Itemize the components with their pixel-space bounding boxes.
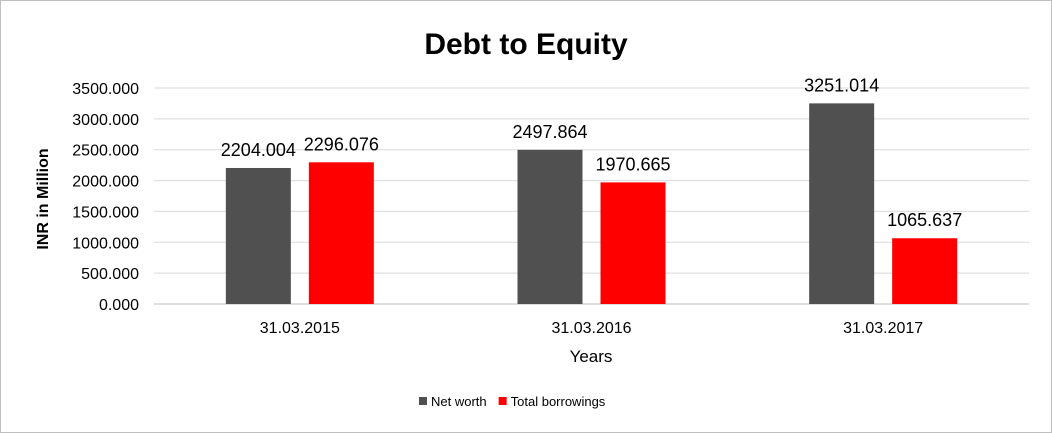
y-axis-ticks: 0.000 500.000 1000.000 1500.000 2000.000 2500… xyxy=(72,81,139,314)
gridlines xyxy=(154,87,1029,305)
y-tick-label: 2000.000 xyxy=(72,174,139,191)
data-label: 1970.665 xyxy=(595,154,670,174)
bar-total-borrowings xyxy=(892,238,958,304)
data-labels: 2204.004 2296.076 2497.864 1970.665 3251.014… xyxy=(221,75,962,230)
x-axis-categories: 31.03.2015 31.03.2016 31.03.2017 xyxy=(260,320,924,337)
bars xyxy=(225,103,958,304)
y-tick-label: 3000.000 xyxy=(72,112,139,129)
bar-net-worth xyxy=(225,167,291,304)
legend-entry: Net worth xyxy=(431,394,487,409)
data-label: 2497.864 xyxy=(512,122,587,142)
legend-swatch xyxy=(498,397,507,405)
legend-entry: Total borrowings xyxy=(511,394,606,409)
bar-total-borrowings xyxy=(600,182,666,304)
y-tick-label: 0.000 xyxy=(99,297,139,314)
data-label: 2204.004 xyxy=(221,140,296,160)
x-category-label: 31.03.2017 xyxy=(843,320,923,337)
legend-swatch xyxy=(419,397,427,405)
y-tick-label: 500.000 xyxy=(81,266,139,283)
data-label: 3251.014 xyxy=(804,75,879,95)
y-tick-label: 3500.000 xyxy=(72,81,139,98)
bar-total-borrowings xyxy=(308,162,374,304)
data-label: 1065.637 xyxy=(887,210,962,230)
chart-title: Debt to Equity xyxy=(424,28,628,61)
bar-net-worth xyxy=(809,103,875,304)
data-label: 2296.076 xyxy=(304,134,379,154)
y-tick-label: 2500.000 xyxy=(72,143,139,160)
y-tick-label: 1500.000 xyxy=(72,204,139,221)
x-category-label: 31.03.2016 xyxy=(551,320,631,337)
y-axis-title: INR in Million xyxy=(35,148,52,249)
x-category-label: 31.03.2015 xyxy=(260,320,340,337)
y-tick-label: 1000.000 xyxy=(72,235,139,252)
bar-net-worth xyxy=(517,149,583,304)
x-axis-title: Years xyxy=(570,347,613,366)
legend: Net worth Total borrowings xyxy=(419,394,606,409)
